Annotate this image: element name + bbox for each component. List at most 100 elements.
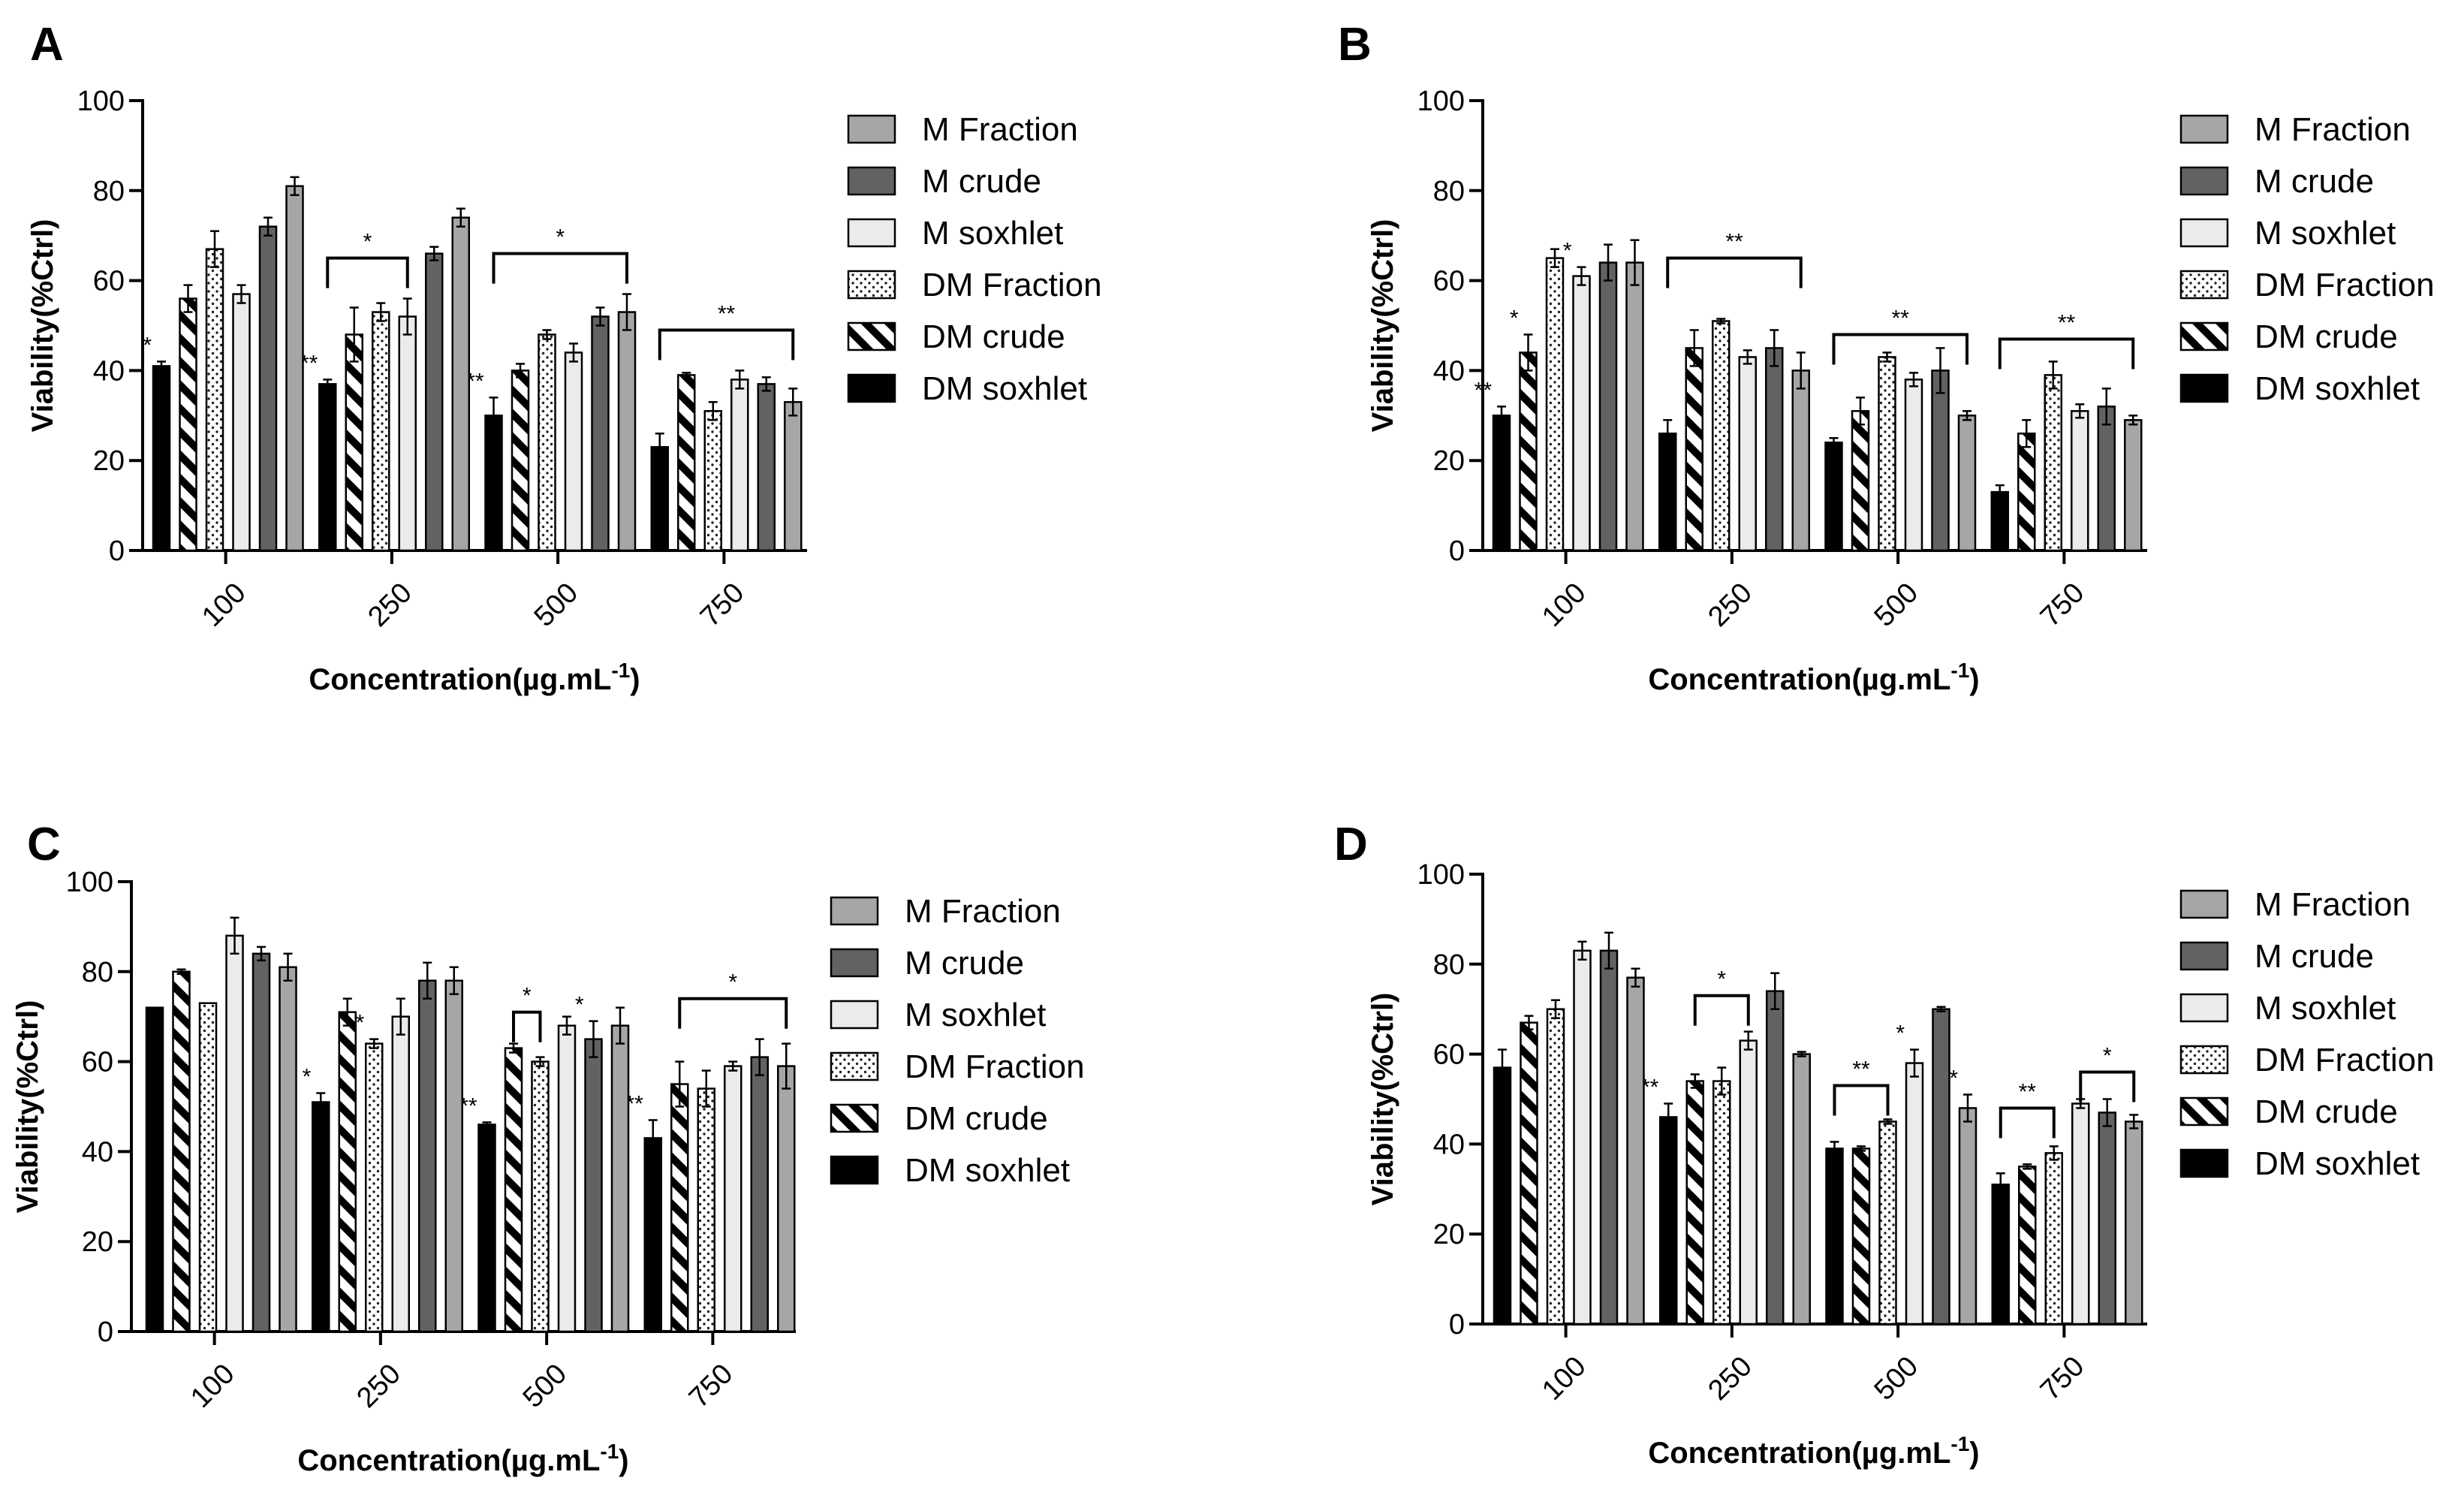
legend-label: M crude xyxy=(2255,163,2374,200)
bar xyxy=(610,1024,630,1333)
significance-bracket xyxy=(326,256,409,288)
bracket-label: ** xyxy=(2058,310,2076,335)
legend-swatch xyxy=(2179,1148,2229,1178)
bar xyxy=(312,1101,330,1333)
bar xyxy=(2097,406,2116,552)
legend-swatch xyxy=(2179,218,2229,248)
bar xyxy=(1792,1053,1811,1326)
x-axis-title-main: Concentration(µg.mL xyxy=(297,1444,600,1477)
bar xyxy=(1791,369,1810,552)
legend-label: DM soxhlet xyxy=(922,370,1087,407)
x-tick-label: 750 xyxy=(2035,1350,2091,1407)
y-axis-title: Viability(%Ctrl) xyxy=(1366,993,1399,1206)
bar xyxy=(777,1065,796,1333)
bar xyxy=(784,401,803,552)
legend-swatch xyxy=(2179,993,2229,1023)
significance-mark: * xyxy=(303,1065,312,1090)
significance-bracket xyxy=(2079,1070,2136,1102)
bar xyxy=(451,216,470,552)
bar xyxy=(724,1065,743,1333)
bar xyxy=(338,1011,357,1333)
significance-bracket xyxy=(1666,256,1803,288)
bar xyxy=(531,1060,550,1333)
bar xyxy=(1546,1008,1565,1326)
bar xyxy=(1712,320,1731,552)
bar xyxy=(2044,1152,2063,1326)
bar xyxy=(1990,490,2009,552)
legend-swatch xyxy=(2179,166,2229,196)
x-axis-title: Concentration(µg.mL-1) xyxy=(309,659,640,696)
legend-label: DM Fraction xyxy=(905,1048,1085,1085)
bar xyxy=(398,315,417,552)
legend-swatch xyxy=(2179,1045,2229,1075)
legend: M Fraction M crude M soxhlet DM Fraction DM … xyxy=(830,893,1085,1189)
bracket-label: * xyxy=(556,225,565,250)
significance-mark: * xyxy=(575,993,584,1018)
x-axis-title-superscript: -1 xyxy=(611,659,630,682)
x-tick-label: 100 xyxy=(1536,1350,1592,1407)
x-tick-label: 750 xyxy=(694,577,751,633)
y-tick-label: 80 xyxy=(93,176,125,207)
legend-swatch xyxy=(830,896,879,926)
bar xyxy=(172,970,191,1333)
bracket-label: * xyxy=(1717,967,1726,992)
bracket-label: * xyxy=(523,984,532,1009)
legend-label: DM Fraction xyxy=(2255,1042,2435,1078)
bar xyxy=(425,252,444,552)
x-axis-title-close: ) xyxy=(630,663,640,696)
y-axis-title: Viability(%Ctrl) xyxy=(11,1000,44,1214)
bar xyxy=(1572,275,1591,552)
legend-swatch xyxy=(2179,321,2229,351)
legend-swatch xyxy=(2179,373,2229,403)
y-axis-title: Viability(%Ctrl) xyxy=(1366,219,1399,433)
bar xyxy=(1599,949,1619,1326)
significance-mark: * xyxy=(1896,1021,1905,1046)
bracket-label: * xyxy=(728,970,737,995)
significance-bracket xyxy=(512,1010,542,1042)
bar xyxy=(2098,1111,2116,1326)
legend-label: DM soxhlet xyxy=(2255,370,2420,407)
x-tick-label: 250 xyxy=(362,577,418,633)
bar xyxy=(557,1024,577,1333)
legend: M Fraction M crude M soxhlet DM Fraction DM … xyxy=(847,111,1102,407)
bar xyxy=(2018,1166,2037,1326)
significance-mark: ** xyxy=(625,1091,643,1116)
bar xyxy=(591,315,610,552)
bar xyxy=(252,952,271,1333)
bar xyxy=(1957,415,1977,552)
legend-label: M Fraction xyxy=(2255,886,2411,923)
bar xyxy=(1545,257,1565,552)
bar xyxy=(279,966,297,1333)
legend-swatch xyxy=(847,218,896,248)
significance-bracket xyxy=(1998,337,2135,369)
y-tick-label: 80 xyxy=(1433,949,1465,981)
legend-label: M soxhlet xyxy=(922,215,1063,252)
bar xyxy=(1519,351,1538,552)
bar xyxy=(391,1015,410,1333)
significance-mark: * xyxy=(1949,1066,1958,1091)
x-axis-title-superscript: -1 xyxy=(600,1440,619,1463)
y-tick-label: 20 xyxy=(1433,1219,1465,1250)
x-tick-label: 750 xyxy=(683,1358,740,1414)
legend-swatch xyxy=(2179,941,2229,971)
bracket-label: ** xyxy=(1725,230,1743,255)
bar xyxy=(1991,1184,2010,1326)
bar xyxy=(538,333,556,552)
bar xyxy=(564,351,583,552)
bracket-label: ** xyxy=(1852,1057,1870,1082)
y-tick-label: 20 xyxy=(82,1226,113,1258)
panel-letter: D xyxy=(1334,819,1368,870)
legend-swatch xyxy=(2179,270,2229,300)
bar xyxy=(1824,441,1843,552)
significance-bracket xyxy=(1832,333,1968,365)
y-tick-label: 40 xyxy=(82,1136,113,1168)
bar xyxy=(1765,347,1784,552)
bar xyxy=(2125,1120,2143,1326)
legend-label: M soxhlet xyxy=(2255,990,2396,1027)
legend-label: M Fraction xyxy=(922,111,1078,148)
bar xyxy=(152,365,171,552)
bracket-label: ** xyxy=(2019,1079,2037,1104)
x-axis-title-main: Concentration(µg.mL xyxy=(1648,1437,1950,1470)
